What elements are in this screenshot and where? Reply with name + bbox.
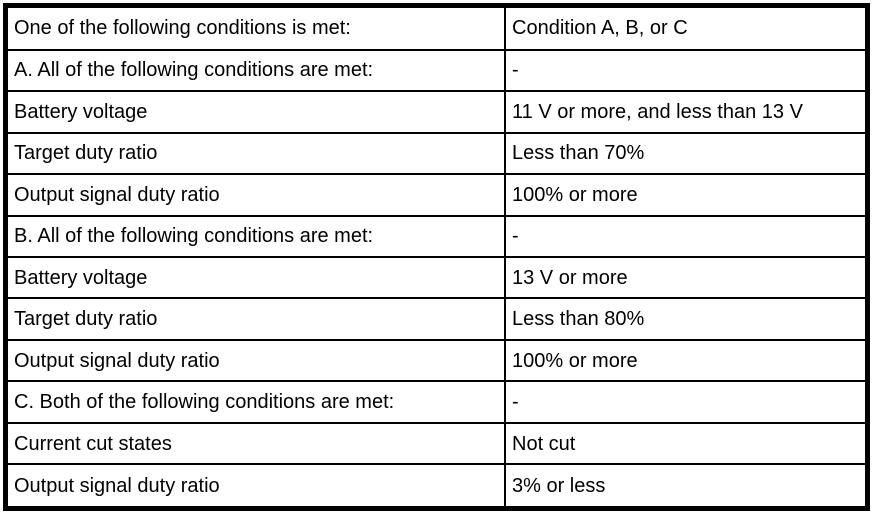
condition-cell: Battery voltage bbox=[4, 255, 506, 300]
value-cell: - bbox=[504, 380, 869, 424]
condition-cell: One of the following conditions is met: bbox=[4, 4, 506, 51]
condition-cell: Output signal duty ratio bbox=[4, 173, 506, 217]
value-cell: - bbox=[504, 214, 869, 258]
value-cell: Condition A, B, or C bbox=[504, 4, 869, 51]
condition-cell: Output signal duty ratio bbox=[4, 338, 506, 383]
table-row: C. Both of the following conditions are … bbox=[4, 380, 869, 424]
table-row: Target duty ratio Less than 80% bbox=[4, 297, 869, 341]
value-cell: 13 V or more bbox=[504, 255, 869, 300]
table-row: A. All of the following conditions are m… bbox=[4, 48, 869, 93]
condition-cell: Output signal duty ratio bbox=[4, 463, 506, 510]
condition-cell: Target duty ratio bbox=[4, 131, 506, 176]
condition-cell: Battery voltage bbox=[4, 90, 506, 134]
table-row: Output signal duty ratio 3% or less bbox=[4, 463, 869, 510]
condition-cell: Current cut states bbox=[4, 421, 506, 466]
value-cell: 100% or more bbox=[504, 338, 869, 383]
condition-cell: A. All of the following conditions are m… bbox=[4, 48, 506, 93]
table-row: Output signal duty ratio 100% or more bbox=[4, 173, 869, 217]
table-row: Output signal duty ratio 100% or more bbox=[4, 338, 869, 383]
table-row: B. All of the following conditions are m… bbox=[4, 214, 869, 258]
condition-cell: B. All of the following conditions are m… bbox=[4, 214, 506, 258]
value-cell: Not cut bbox=[504, 421, 869, 466]
value-cell: 3% or less bbox=[504, 463, 869, 510]
table-row: Battery voltage 11 V or more, and less t… bbox=[4, 90, 869, 134]
value-cell: 100% or more bbox=[504, 173, 869, 217]
value-cell: 11 V or more, and less than 13 V bbox=[504, 90, 869, 134]
condition-cell: C. Both of the following conditions are … bbox=[4, 380, 506, 424]
value-cell: - bbox=[504, 48, 869, 93]
table-row: One of the following conditions is met: … bbox=[4, 4, 869, 51]
value-cell: Less than 80% bbox=[504, 297, 869, 341]
table-row: Target duty ratio Less than 70% bbox=[4, 131, 869, 176]
table-row: Current cut states Not cut bbox=[4, 421, 869, 466]
condition-cell: Target duty ratio bbox=[4, 297, 506, 341]
conditions-table: One of the following conditions is met: … bbox=[3, 3, 870, 511]
table-row: Battery voltage 13 V or more bbox=[4, 255, 869, 300]
value-cell: Less than 70% bbox=[504, 131, 869, 176]
conditions-table-body: One of the following conditions is met: … bbox=[4, 4, 869, 510]
